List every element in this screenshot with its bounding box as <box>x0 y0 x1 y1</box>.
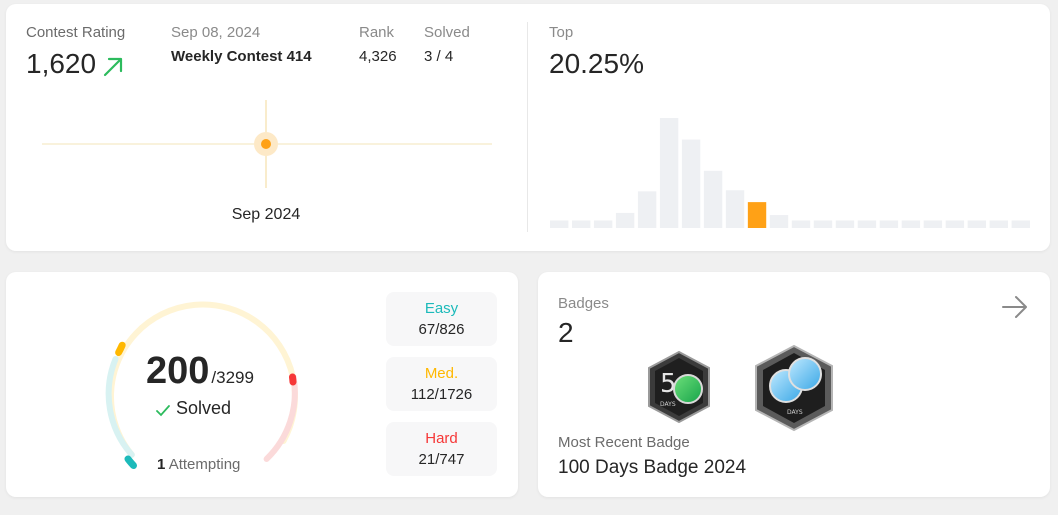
50-days-badge-icon[interactable]: 5 DAYS <box>646 350 712 424</box>
distribution-bar <box>901 220 921 228</box>
distribution-bar <box>550 220 569 228</box>
distribution-bar <box>769 215 789 228</box>
attempting-label: Attempting <box>168 456 241 473</box>
ring-track-easy <box>105 356 135 458</box>
ring-progress-easy <box>124 455 137 469</box>
distribution-bar <box>835 220 855 228</box>
solved-progress-ring <box>105 301 298 469</box>
ring-progress-medium <box>115 341 126 356</box>
ring-progress-hard <box>289 373 297 386</box>
most-recent-badge-label: Most Recent Badge <box>558 434 690 451</box>
contest-solved-label: Solved <box>424 24 470 41</box>
hard-value: 21/747 <box>418 451 465 468</box>
hard-label: Hard <box>425 430 458 447</box>
contest-rating-label: Contest Rating <box>26 24 126 41</box>
distribution-bar <box>879 220 899 228</box>
medium-stat-box[interactable]: Med. 112/1726 <box>386 357 497 411</box>
most-recent-badge-name: 100 Days Badge 2024 <box>558 457 747 478</box>
ring-track-hard <box>263 374 298 462</box>
medium-value: 112/1726 <box>410 386 473 403</box>
distribution-bar <box>725 190 745 228</box>
easy-stat-box[interactable]: Easy 67/826 <box>386 292 497 346</box>
arrow-up-right-icon <box>102 53 124 77</box>
top-label: Top <box>549 24 574 41</box>
card-divider <box>527 22 528 232</box>
distribution-bar <box>659 118 679 228</box>
distribution-bar-current <box>747 202 767 228</box>
svg-text:5: 5 <box>660 369 677 399</box>
contest-solved-value: 3 / 4 <box>424 48 454 65</box>
badges-count: 2 <box>558 317 574 348</box>
distribution-bar <box>813 220 833 228</box>
distribution-bar <box>857 220 877 228</box>
medium-label: Med. <box>424 365 459 382</box>
distribution-bar <box>945 220 965 228</box>
solved-count: 200 <box>146 350 210 392</box>
easy-value: 67/826 <box>418 321 465 338</box>
rating-chart-x-label: Sep 2024 <box>231 206 301 223</box>
rating-point <box>261 139 271 149</box>
distribution-bar <box>967 220 987 228</box>
contest-name[interactable]: Weekly Contest 414 <box>171 48 312 65</box>
distribution-bar <box>989 220 1009 228</box>
attempting-row: 1 Attempting <box>157 456 240 473</box>
distribution-bar <box>923 220 943 228</box>
solved-count-row: 200 /3299 <box>146 350 254 393</box>
contest-date: Sep 08, 2024 <box>171 24 261 41</box>
rating-line-chart[interactable] <box>36 96 506 196</box>
distribution-bar <box>637 191 657 228</box>
100-badge-text: DAYS <box>787 409 803 416</box>
easy-label: Easy <box>424 300 459 317</box>
hard-stat-box[interactable]: Hard 21/747 <box>386 422 497 476</box>
rank-label: Rank <box>359 24 395 41</box>
distribution-bar <box>791 220 811 228</box>
top-percent-value: 20.25% <box>549 48 644 79</box>
distribution-bar <box>1011 220 1030 228</box>
check-icon <box>156 402 170 416</box>
rank-distribution-chart[interactable] <box>550 116 1030 228</box>
distribution-bar <box>703 170 723 228</box>
contest-rating-value: 1,620 <box>26 48 97 79</box>
100-days-badge-icon[interactable]: DAYS <box>753 344 835 432</box>
contest-rating-card: Contest Rating 1,620 Sep 08, 2024 Weekly… <box>6 4 1050 251</box>
rank-value: 4,326 <box>359 48 397 65</box>
total-count: /3299 <box>211 368 254 387</box>
badges-label: Badges <box>558 295 609 312</box>
distribution-bar <box>593 220 613 228</box>
attempting-count: 1 <box>157 456 166 473</box>
distribution-bar <box>615 212 635 228</box>
problems-solved-card: 200 /3299 Solved 1 Attempting Easy 67/82… <box>6 272 518 497</box>
distribution-bar <box>681 139 701 228</box>
solved-label-row: Solved <box>156 398 231 419</box>
solved-label: Solved <box>176 398 232 418</box>
contest-rating-value-row: 1,620 <box>26 48 124 80</box>
distribution-bar <box>571 220 591 228</box>
arrow-right-icon[interactable] <box>1000 292 1030 322</box>
badges-card: Badges 2 5 DAYS <box>538 272 1050 497</box>
50-badge-text: DAYS <box>660 401 676 408</box>
